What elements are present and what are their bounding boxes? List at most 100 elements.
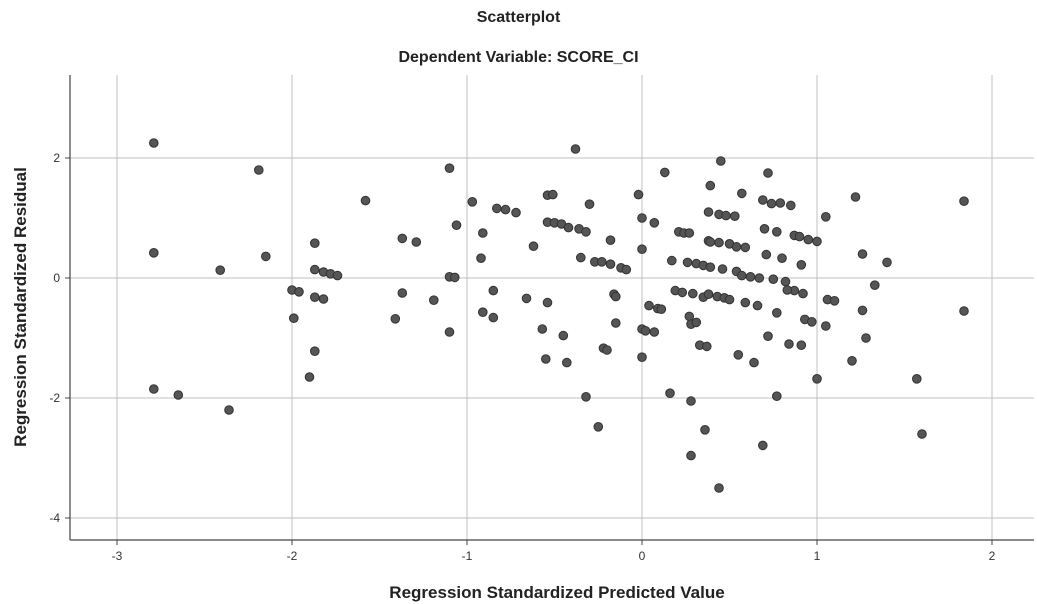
data-point	[733, 350, 744, 360]
data-point	[912, 374, 922, 384]
data-point	[691, 317, 702, 328]
data-point	[429, 295, 439, 306]
data-point	[537, 324, 548, 334]
data-point	[318, 294, 329, 304]
data-point	[798, 288, 808, 299]
y-tick-label: 0	[53, 271, 60, 285]
data-point	[714, 237, 724, 248]
axes	[65, 75, 1034, 545]
data-point	[397, 233, 408, 244]
y-tick-label: 2	[53, 151, 60, 165]
data-point	[304, 372, 315, 382]
data-point	[450, 272, 460, 283]
data-point	[829, 296, 840, 306]
data-point	[488, 285, 499, 296]
data-point	[605, 259, 616, 270]
data-point	[289, 313, 299, 324]
x-tick-label: 2	[989, 549, 996, 563]
data-point	[478, 307, 488, 318]
y-tick-label: -2	[49, 391, 60, 405]
y-axis-label: Regression Standardized Residual	[11, 167, 30, 447]
data-point	[605, 235, 616, 245]
data-point	[576, 252, 586, 263]
data-point	[777, 253, 787, 264]
data-point	[451, 220, 462, 230]
data-point	[149, 248, 159, 258]
x-tick-label: -3	[112, 549, 123, 563]
data-point	[688, 288, 698, 299]
data-point	[758, 195, 768, 205]
data-point	[772, 227, 782, 237]
data-point	[215, 265, 225, 276]
data-point	[677, 287, 688, 298]
data-point	[542, 297, 553, 308]
chart-title: Scatterplot	[476, 9, 561, 26]
data-point	[397, 288, 408, 298]
data-point	[857, 249, 868, 259]
data-point	[521, 293, 532, 304]
data-point	[714, 483, 724, 493]
data-point	[763, 168, 773, 178]
data-point	[444, 163, 455, 173]
data-point	[821, 321, 831, 331]
data-point	[775, 198, 786, 208]
data-point	[861, 333, 871, 343]
data-point	[261, 251, 271, 262]
data-point	[332, 270, 343, 281]
data-point	[796, 340, 807, 351]
data-point	[581, 227, 591, 237]
data-point	[686, 396, 696, 406]
data-point	[667, 255, 677, 266]
data-point	[705, 237, 716, 247]
x-tick-label: -2	[287, 549, 298, 563]
data-point	[621, 264, 632, 275]
data-point	[730, 211, 740, 221]
data-point	[761, 249, 772, 260]
data-point	[780, 276, 791, 287]
data-point	[794, 231, 805, 242]
data-point	[812, 374, 822, 384]
data-point	[224, 405, 234, 415]
data-point	[716, 156, 726, 166]
data-point	[772, 391, 782, 402]
data-point	[686, 450, 696, 461]
data-point	[637, 352, 647, 363]
data-point	[492, 203, 502, 214]
data-point	[310, 292, 320, 303]
data-point	[476, 253, 486, 264]
data-point	[882, 257, 892, 268]
data-point	[758, 440, 768, 451]
chart-subtitle: Dependent Variable: SCORE_CI	[398, 49, 639, 66]
data-point	[656, 304, 667, 315]
y-tick-label: -4	[49, 511, 60, 525]
data-point	[310, 238, 320, 248]
data-point	[584, 199, 595, 209]
data-point	[665, 388, 675, 399]
data-point	[821, 212, 831, 222]
data-point	[649, 218, 660, 228]
data-point	[749, 357, 759, 368]
data-point	[703, 207, 714, 217]
data-point	[611, 291, 621, 302]
data-point	[786, 200, 796, 211]
data-point	[959, 196, 969, 206]
data-point	[684, 228, 695, 238]
data-point	[740, 242, 751, 253]
data-point	[310, 264, 320, 275]
data-point	[754, 273, 765, 283]
tick-labels: -3 -2 -1 0 1 2 -4 -2 0 2	[49, 151, 995, 563]
data-point	[294, 287, 304, 297]
data-point	[581, 392, 591, 402]
data-point	[766, 198, 777, 209]
data-point	[807, 317, 817, 327]
data-point	[500, 204, 511, 215]
data-point	[173, 390, 184, 400]
data-point	[812, 236, 822, 247]
data-point	[644, 300, 654, 311]
data-point	[478, 228, 488, 238]
data-point	[740, 297, 751, 308]
data-point	[850, 192, 861, 202]
data-point	[360, 195, 371, 206]
x-tick-label: 0	[639, 549, 646, 563]
